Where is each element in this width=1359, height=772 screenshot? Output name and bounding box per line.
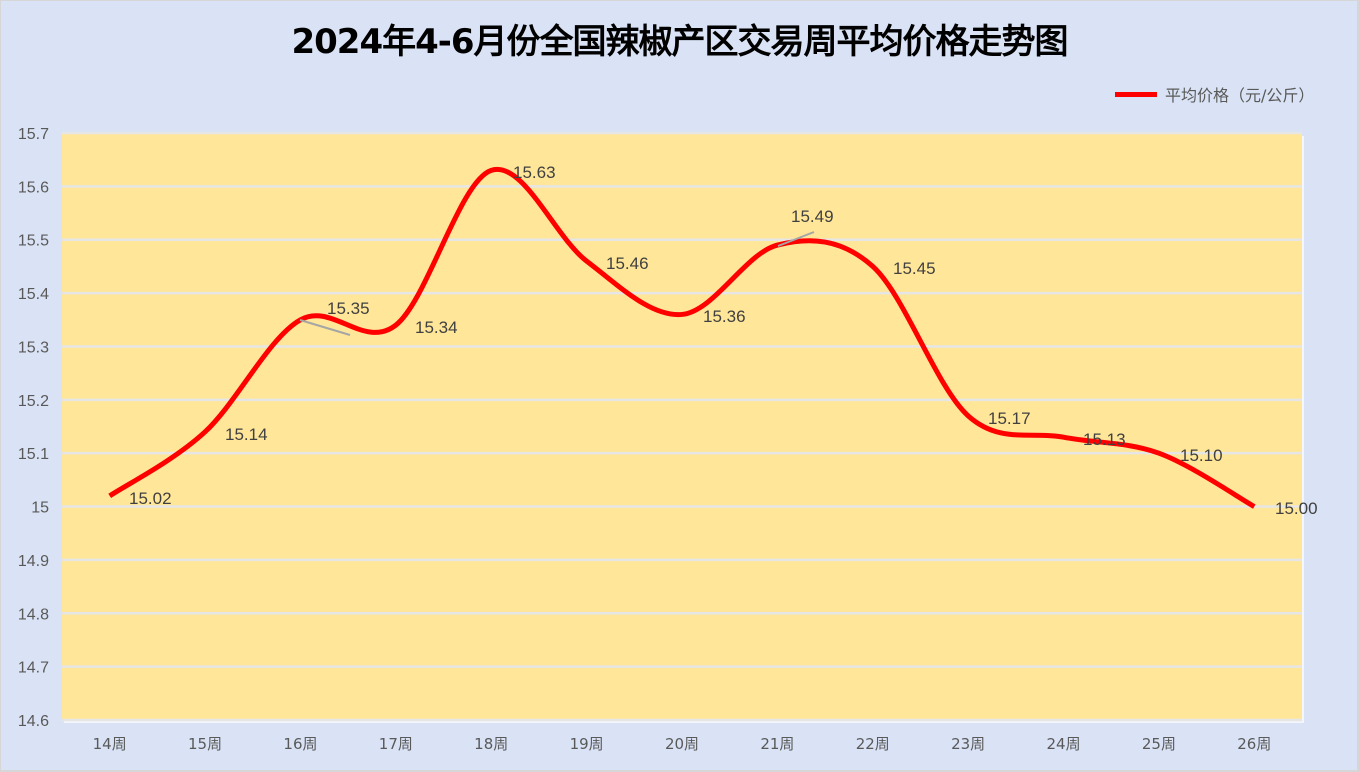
y-axis: 15.7 15.6 15.5 15.4 15.3 15.2 15.1 15 14.9 14.8 14… [18, 126, 49, 730]
data-label: 15.00 [1275, 499, 1318, 518]
y-tick-label: 15.7 [18, 126, 49, 143]
y-tick-label: 14.9 [18, 553, 49, 570]
y-tick-label: 15 [31, 500, 49, 517]
y-tick-label: 15.6 [18, 179, 49, 196]
chart-title: 2024年4-6月份全国辣椒产区交易周平均价格走势图 [291, 22, 1068, 62]
x-tick-label: 14周 [93, 735, 127, 753]
data-label: 15.17 [988, 409, 1031, 428]
data-label: 15.10 [1180, 446, 1223, 465]
data-label: 15.34 [415, 318, 458, 337]
plot-area [62, 133, 1304, 723]
y-tick-label: 15.3 [18, 339, 49, 356]
y-tick-label: 15.1 [18, 446, 49, 463]
data-label: 15.13 [1083, 430, 1126, 449]
x-tick-label: 23周 [951, 735, 985, 753]
data-labels: 15.02 15.14 15.35 15.34 15.63 15.46 15.36 15.49… [129, 163, 1318, 518]
y-tick-label: 15.5 [18, 233, 49, 250]
data-label: 15.45 [893, 259, 936, 278]
y-tick-label: 15.2 [18, 393, 49, 410]
x-tick-label: 20周 [665, 735, 699, 753]
x-tick-label: 21周 [760, 735, 794, 753]
y-tick-label: 14.8 [18, 606, 49, 623]
y-tick-label: 15.4 [18, 286, 49, 303]
y-tick-label: 14.6 [18, 713, 49, 730]
data-label: 15.63 [513, 163, 556, 182]
x-tick-label: 22周 [856, 735, 890, 753]
data-label: 15.36 [703, 307, 746, 326]
data-label: 15.46 [606, 254, 649, 273]
legend-label: 平均价格（元/公斤） [1165, 86, 1315, 105]
x-tick-label: 16周 [283, 735, 317, 753]
x-tick-label: 25周 [1142, 735, 1176, 753]
legend-line-icon [1115, 91, 1157, 97]
x-tick-label: 18周 [474, 735, 508, 753]
x-tick-label: 24周 [1046, 735, 1080, 753]
plot-area-fill [62, 133, 1302, 720]
data-label: 15.14 [225, 425, 268, 444]
data-label: 15.49 [791, 207, 834, 226]
data-label: 15.35 [327, 299, 370, 318]
legend: 平均价格（元/公斤） [1115, 83, 1314, 105]
y-tick-label: 14.7 [18, 660, 49, 677]
leader-line [299, 319, 351, 336]
x-tick-label: 19周 [570, 735, 604, 753]
leader-line [777, 231, 815, 247]
x-axis: 14周 15周 16周 17周 18周 19周 20周 21周 22周 23周 24周 25周 26周 [93, 735, 1272, 753]
x-tick-label: 26周 [1237, 735, 1271, 753]
x-tick-label: 17周 [379, 735, 413, 753]
x-tick-label: 15周 [188, 735, 222, 753]
data-label: 15.02 [129, 489, 172, 508]
